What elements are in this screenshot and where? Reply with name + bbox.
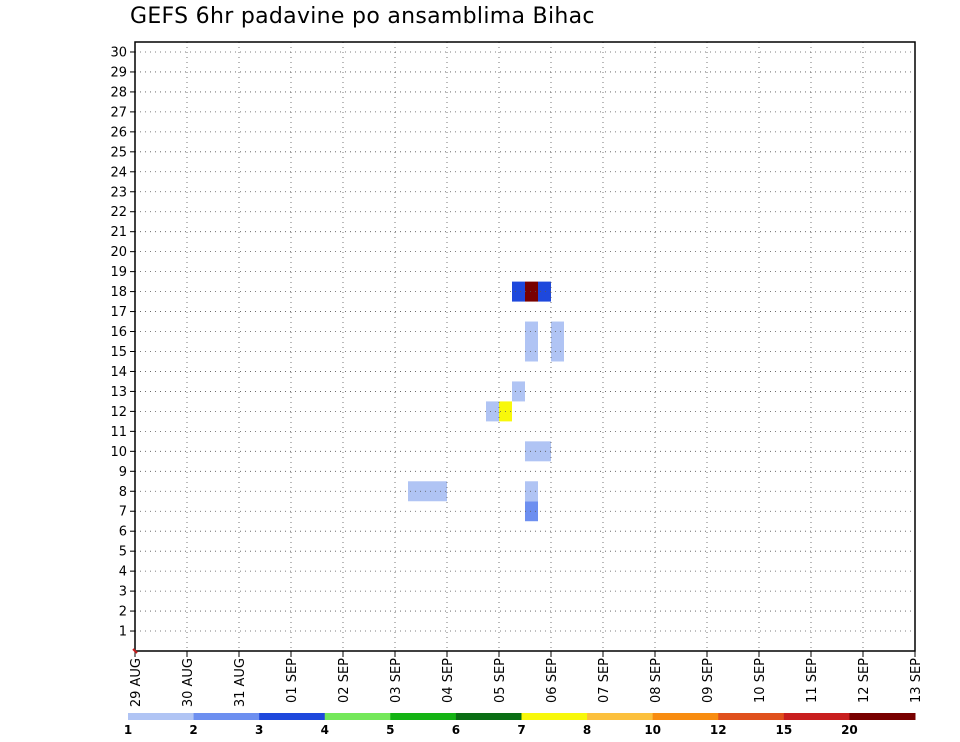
legend-label: 7: [517, 723, 525, 737]
heatmap-cell: [525, 441, 538, 462]
x-tick-label: 09 SEP: [701, 658, 716, 703]
x-tick-label: 31 AUG: [233, 658, 248, 707]
y-tick-label: 26: [110, 125, 127, 140]
y-tick-label: 7: [119, 505, 127, 520]
y-tick-label: 1: [119, 625, 127, 640]
heatmap-cell: [525, 321, 538, 342]
legend-swatch: [324, 713, 391, 720]
heatmap-cell: [512, 281, 525, 302]
y-tick-label: 10: [110, 445, 127, 460]
legend-label: 4: [321, 723, 329, 737]
y-tick-label: 15: [110, 345, 127, 360]
y-tick-label: 22: [110, 205, 127, 220]
heatmap-cell: [525, 341, 538, 362]
legend-label: 10: [644, 723, 661, 737]
y-tick-label: 28: [110, 85, 127, 100]
heatmap-cell: [525, 481, 538, 502]
x-axis: 29 AUG 30 AUG 31 AUG 01 SEP 02 SEP 03 SEP 04 S…: [129, 648, 924, 707]
legend-label: 2: [189, 723, 197, 737]
x-tick-label: 04 SEP: [441, 658, 456, 703]
x-tick-label: 29 AUG: [129, 658, 144, 707]
y-tick-label: 2: [119, 605, 127, 620]
y-tick-label: 23: [110, 185, 127, 200]
legend-swatch: [390, 713, 457, 720]
legend-swatch: [521, 713, 588, 720]
y-tick-label: 29: [110, 65, 127, 80]
x-tick-label: 01 SEP: [285, 658, 300, 703]
x-tick-label: 13 SEP: [909, 658, 924, 703]
y-tick-label: 8: [119, 485, 127, 500]
legend-label: 3: [255, 723, 263, 737]
heatmap-cell: [512, 381, 525, 402]
y-tick-label: 17: [110, 305, 127, 320]
x-tick-label: 05 SEP: [493, 658, 508, 703]
cells-layer: [408, 281, 564, 522]
legend-label: 20: [841, 723, 858, 737]
heatmap-cell: [525, 281, 538, 302]
legend-label: 12: [710, 723, 727, 737]
y-tick-label: 21: [110, 225, 127, 240]
y-tick-label: 5: [119, 545, 127, 560]
y-tick-label: 9: [119, 465, 127, 480]
x-tick-label: 11 SEP: [805, 658, 820, 703]
legend-label: 15: [775, 723, 792, 737]
y-tick-label: 4: [119, 565, 127, 580]
y-axis: 1234567891011121314151617181920212223242…: [110, 45, 135, 640]
legend-label: 1: [124, 723, 132, 737]
legend-swatch: [652, 713, 719, 720]
heatmap-cell: [538, 281, 551, 302]
x-tick-label: 07 SEP: [597, 658, 612, 703]
y-tick-label: 16: [110, 325, 127, 340]
x-tick-label: 12 SEP: [857, 658, 872, 703]
y-tick-label: 13: [110, 385, 127, 400]
y-tick-label: 12: [110, 405, 127, 420]
legend-swatch: [259, 713, 326, 720]
y-tick-label: 20: [110, 245, 127, 260]
y-tick-label: 19: [110, 265, 127, 280]
legend-swatch: [587, 713, 654, 720]
y-tick-label: 25: [110, 145, 127, 160]
chart-title: GEFS 6hr padavine po ansamblima Bihac: [130, 4, 595, 29]
heatmap-cell: [551, 341, 564, 362]
legend-swatch: [128, 713, 195, 720]
plot-frame: [134, 41, 916, 652]
y-tick-label: 18: [110, 285, 127, 300]
x-tick-label: 02 SEP: [337, 658, 352, 703]
x-tick-label: 10 SEP: [753, 658, 768, 703]
legend-swatch: [193, 713, 260, 720]
legend-label: 6: [452, 723, 460, 737]
heatmap-cell: [408, 481, 421, 502]
x-tick-label: 30 AUG: [181, 658, 196, 707]
x-tick-label: 06 SEP: [545, 658, 560, 703]
x-tick-label: 03 SEP: [389, 658, 404, 703]
heatmap-cell: [486, 401, 499, 422]
legend-swatch: [455, 713, 522, 720]
y-tick-label: 30: [110, 45, 127, 60]
y-tick-label: 3: [119, 585, 127, 600]
y-tick-label: 6: [119, 525, 127, 540]
origin-marker: [132, 648, 138, 654]
heatmap-cell: [538, 441, 551, 462]
y-tick-label: 14: [110, 365, 127, 380]
legend-label: 5: [386, 723, 394, 737]
y-tick-label: 24: [110, 165, 127, 180]
x-tick-label: 08 SEP: [649, 658, 664, 703]
heatmap-cell: [421, 481, 434, 502]
legend-swatch: [783, 713, 850, 720]
y-tick-label: 27: [110, 105, 127, 120]
heatmap-cell: [551, 321, 564, 342]
legend-swatch: [718, 713, 785, 720]
legend-label: 8: [583, 723, 591, 737]
heatmap-cell: [525, 501, 538, 522]
color-legend: 1 2 3 4 5 6 7 8 10 12 15 20: [124, 713, 916, 737]
y-tick-label: 11: [110, 425, 127, 440]
legend-swatch: [849, 713, 916, 720]
grid-layer: [135, 42, 915, 651]
